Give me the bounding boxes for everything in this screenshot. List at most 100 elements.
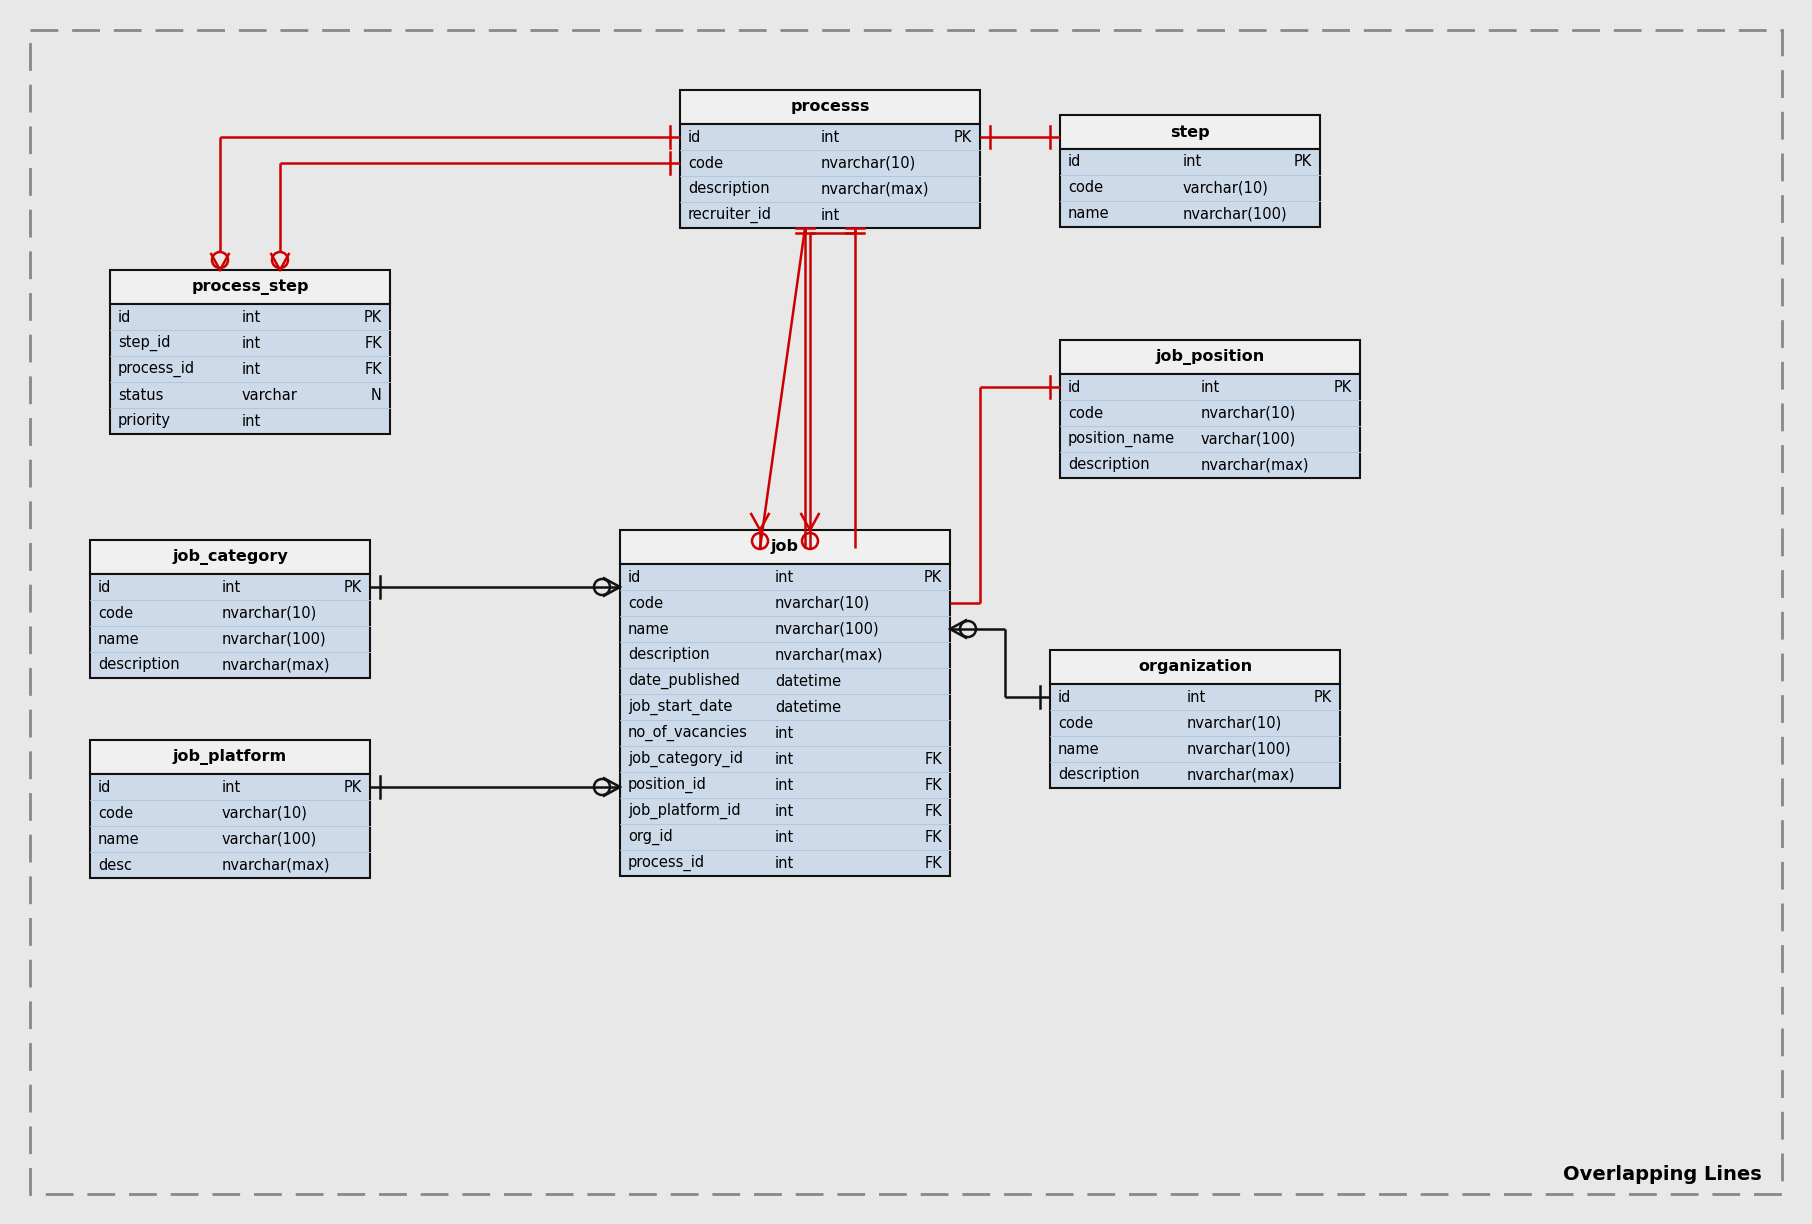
Text: description: description [629,647,710,662]
Text: nvarchar(100): nvarchar(100) [776,622,879,636]
Text: name: name [1058,742,1100,756]
Text: step_id: step_id [118,335,170,351]
Text: varchar(100): varchar(100) [1201,432,1296,447]
Text: int: int [1187,689,1205,705]
Text: FK: FK [924,830,942,845]
Text: int: int [1181,154,1201,169]
Text: nvarchar(10): nvarchar(10) [1187,716,1281,731]
Text: int: int [821,208,841,223]
Text: job_position: job_position [1156,349,1265,365]
Text: nvarchar(max): nvarchar(max) [1187,767,1296,782]
Text: int: int [776,752,794,766]
Text: FK: FK [924,856,942,870]
Text: job_platform_id: job_platform_id [629,803,741,819]
Text: FK: FK [364,361,382,377]
Text: nvarchar(100): nvarchar(100) [221,632,326,646]
Text: varchar: varchar [241,388,297,403]
Text: FK: FK [364,335,382,350]
Text: FK: FK [924,752,942,766]
Text: processs: processs [790,99,870,115]
Text: name: name [629,622,670,636]
Text: id: id [629,569,641,585]
Text: code: code [629,596,663,611]
Text: int: int [776,803,794,819]
Bar [1060,340,1361,375]
Text: nvarchar(10): nvarchar(10) [221,606,317,621]
Text: int: int [776,856,794,870]
Text: nvarchar(max): nvarchar(max) [1201,458,1310,472]
Bar [111,304,390,435]
Text: step: step [1171,125,1210,140]
Text: int: int [241,310,261,324]
Text: nvarchar(10): nvarchar(10) [821,155,917,170]
Text: job: job [770,540,799,554]
Text: code: code [1067,180,1104,196]
Text: process_id: process_id [629,854,705,871]
Text: status: status [118,388,163,403]
Text: PK: PK [924,569,942,585]
Text: process_step: process_step [192,279,308,295]
Text: code: code [1058,716,1093,731]
Text: description: description [98,657,179,672]
Text: PK: PK [344,579,362,595]
Text: job_category: job_category [172,550,288,565]
Text: int: int [241,335,261,350]
Text: name: name [1067,207,1109,222]
Text: job_platform: job_platform [172,749,286,765]
Text: description: description [1058,767,1140,782]
Text: nvarchar(max): nvarchar(max) [776,647,884,662]
Text: position_name: position_name [1067,431,1176,447]
Text: varchar(10): varchar(10) [1181,180,1268,196]
Text: name: name [98,831,140,847]
Text: datetime: datetime [776,699,841,715]
Text: name: name [98,632,140,646]
Text: id: id [689,130,701,144]
Text: job_start_date: job_start_date [629,699,732,715]
Bar [620,564,949,876]
Text: org_id: org_id [629,829,672,845]
Text: position_id: position_id [629,777,707,793]
Text: code: code [1067,405,1104,421]
Bar [91,540,370,574]
Text: nvarchar(max): nvarchar(max) [821,181,930,197]
Text: varchar(100): varchar(100) [221,831,317,847]
Text: int: int [821,130,841,144]
Text: date_published: date_published [629,673,739,689]
Bar [1060,115,1319,149]
Text: int: int [221,780,241,794]
Text: PK: PK [953,130,971,144]
Text: int: int [241,414,261,428]
Text: int: int [241,361,261,377]
Text: PK: PK [1334,379,1352,394]
Text: nvarchar(100): nvarchar(100) [1181,207,1287,222]
Bar [1049,684,1341,788]
Text: int: int [221,579,241,595]
Text: Overlapping Lines: Overlapping Lines [1564,1165,1761,1184]
Bar [1060,149,1319,226]
Text: id: id [98,579,111,595]
Text: no_of_vacancies: no_of_vacancies [629,725,748,741]
Text: nvarchar(10): nvarchar(10) [776,596,870,611]
Text: varchar(10): varchar(10) [221,805,308,820]
Text: desc: desc [98,858,132,873]
Text: description: description [1067,458,1149,472]
Text: id: id [1067,379,1082,394]
Text: code: code [98,805,132,820]
Bar [111,271,390,304]
Text: FK: FK [924,777,942,792]
Text: id: id [1058,689,1071,705]
Text: id: id [98,780,111,794]
Text: FK: FK [924,803,942,819]
Text: job_category_id: job_category_id [629,750,743,767]
Text: int: int [776,830,794,845]
Text: PK: PK [344,780,362,794]
Text: nvarchar(100): nvarchar(100) [1187,742,1290,756]
Text: process_id: process_id [118,361,196,377]
Bar [1049,650,1341,684]
Text: code: code [98,606,132,621]
Text: N: N [371,388,382,403]
Bar [680,124,980,228]
Text: int: int [776,726,794,741]
Bar [1060,375,1361,479]
Text: nvarchar(max): nvarchar(max) [221,657,330,672]
